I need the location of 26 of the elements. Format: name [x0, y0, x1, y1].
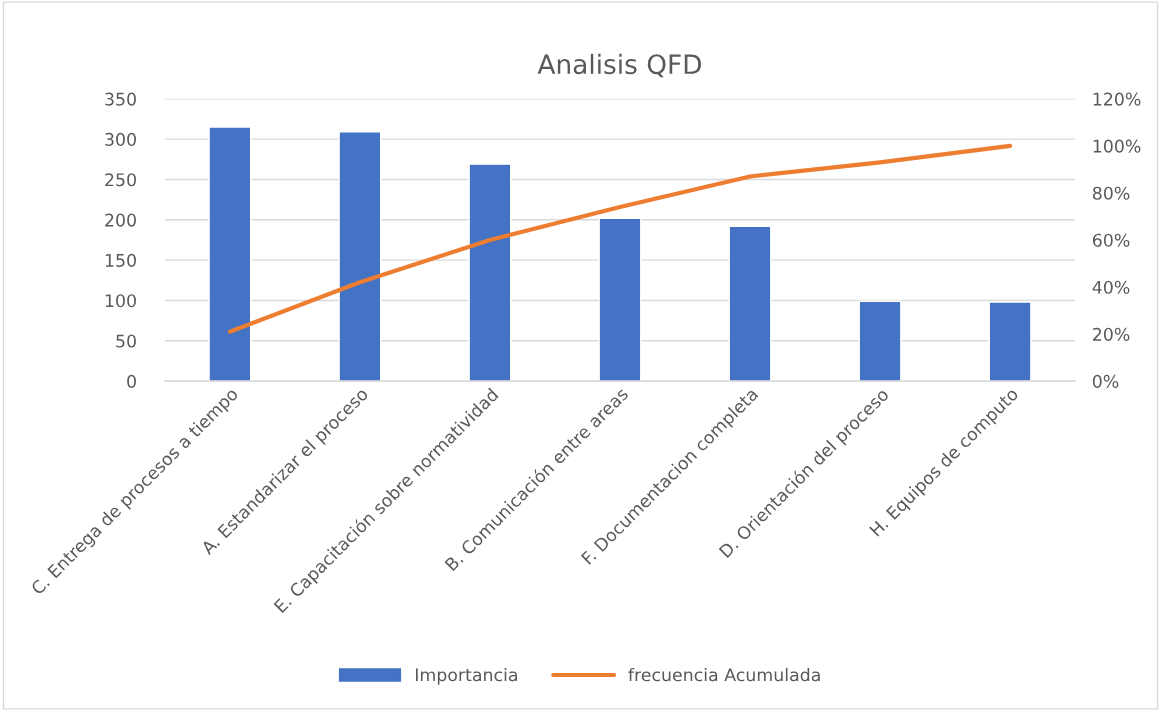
bar — [858, 300, 902, 382]
y2-tick-label: 100% — [1093, 139, 1141, 153]
y2-tick-label: 120% — [1093, 92, 1141, 106]
y-tick-label: 50 — [116, 334, 136, 348]
y-tick-label: 350 — [105, 92, 136, 106]
bar — [728, 225, 772, 382]
line-series — [227, 143, 1013, 334]
y-tick-label: 300 — [105, 132, 136, 146]
bar — [598, 217, 642, 382]
chart-title: Analisis QFD — [537, 53, 701, 78]
y-tick-label: 0 — [127, 374, 136, 388]
y-tick-label: 100 — [105, 294, 136, 308]
legend-label: frecuencia Acumulada — [628, 667, 820, 682]
legend-label: Importancia — [415, 667, 517, 685]
y-tick-label: 150 — [105, 253, 136, 267]
bar — [468, 163, 512, 382]
y2-tick-label: 0% — [1092, 374, 1119, 388]
y2-tick-label: 20% — [1093, 327, 1130, 341]
bar — [208, 126, 252, 382]
bar — [338, 131, 382, 382]
bar — [988, 301, 1032, 382]
y-tick-label: 250 — [105, 173, 136, 187]
y2-tick-label: 60% — [1092, 233, 1130, 247]
y2-tick-label: 80% — [1092, 186, 1130, 200]
y2-tick-label: 40% — [1092, 280, 1130, 294]
y-tick-label: 200 — [105, 213, 136, 227]
